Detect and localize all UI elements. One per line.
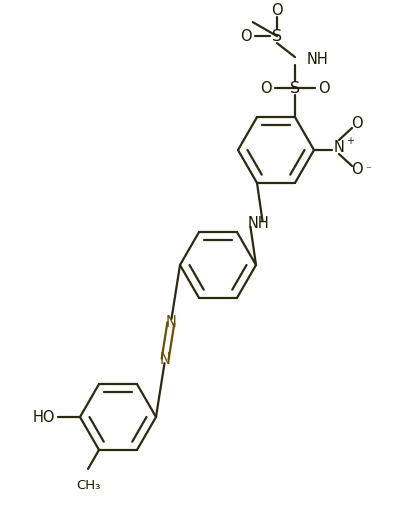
- Text: O: O: [318, 81, 329, 95]
- Text: N: N: [333, 139, 343, 155]
- Text: O: O: [350, 163, 362, 177]
- Text: S: S: [271, 29, 281, 43]
- Text: N: N: [165, 315, 176, 330]
- Text: NH: NH: [247, 217, 269, 231]
- Text: O: O: [240, 29, 251, 43]
- Text: O: O: [271, 3, 282, 18]
- Text: O: O: [350, 116, 362, 130]
- Text: O: O: [260, 81, 271, 95]
- Text: +: +: [345, 136, 353, 146]
- Text: ⁻: ⁻: [364, 165, 370, 175]
- Text: CH₃: CH₃: [76, 479, 100, 492]
- Text: N: N: [159, 352, 170, 367]
- Text: HO: HO: [33, 410, 55, 425]
- Text: NH: NH: [306, 52, 328, 67]
- Text: S: S: [289, 81, 299, 95]
